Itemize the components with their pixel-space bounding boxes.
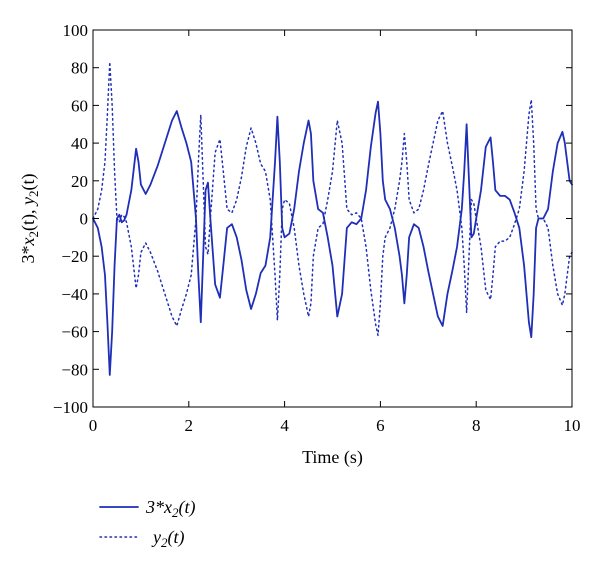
series-layer — [92, 61, 573, 376]
legend: 3*x2(t) y2(t) — [99, 497, 196, 550]
x-tick-label: 8 — [472, 416, 481, 435]
y-tick-label: −40 — [61, 285, 88, 304]
y-tick-label: 80 — [71, 59, 88, 78]
legend-label-0: 3*x2(t) — [145, 497, 196, 520]
ticks-layer: 0 2 4 6 8 10 −100 −80 −60 −40 −20 0 20 40 60 80 100 — [53, 21, 581, 435]
x-axis-label: Time (s) — [302, 447, 363, 468]
y-tick-label: −60 — [61, 323, 88, 342]
x-tick-label: 6 — [376, 416, 385, 435]
x-tick-label: 2 — [185, 416, 194, 435]
x-tick-label: 10 — [564, 416, 581, 435]
y-tick-label: 20 — [71, 172, 88, 191]
series-line-1 — [92, 61, 573, 337]
legend-label-1: y2(t) — [151, 527, 185, 550]
y-tick-label: −80 — [61, 360, 88, 379]
y-tick-label: 100 — [63, 21, 89, 40]
y-tick-label: 0 — [80, 210, 89, 229]
y-tick-label: −20 — [61, 247, 88, 266]
y-tick-label: −100 — [53, 398, 88, 417]
series-line-0 — [92, 100, 573, 376]
x-tick-label: 0 — [89, 416, 98, 435]
y-tick-label: 60 — [71, 96, 88, 115]
x-tick-label: 4 — [280, 416, 289, 435]
y-axis-label: 3*x2(t), y2(t) — [18, 174, 41, 264]
y-tick-label: 40 — [71, 134, 88, 153]
